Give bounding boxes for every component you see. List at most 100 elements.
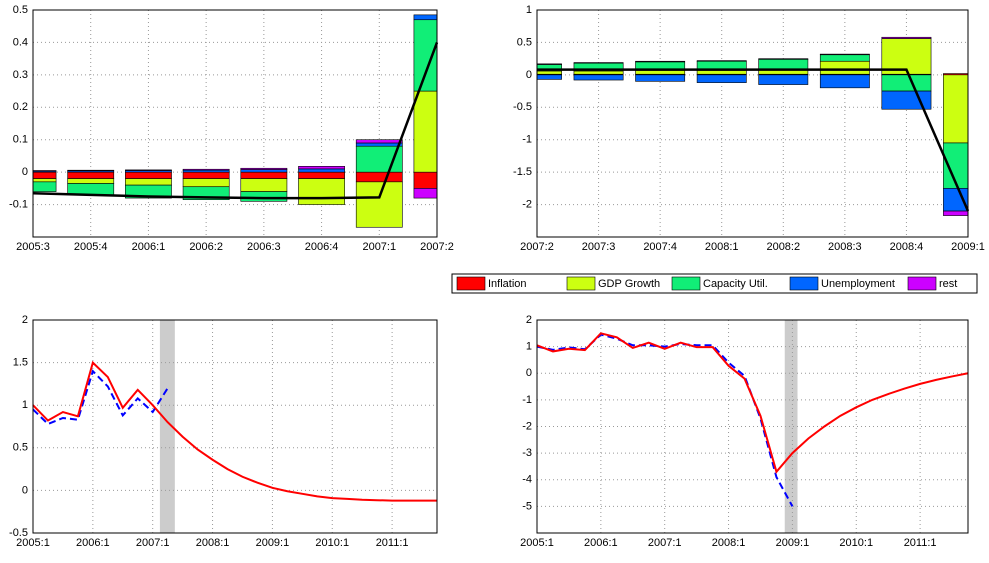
x-tick-label: 2008:1 [705, 241, 739, 253]
bar-segment [881, 38, 932, 75]
bar-segment [696, 74, 747, 83]
axes-frame [536, 9, 969, 238]
bar-segment [67, 169, 115, 172]
legend-swatch [671, 276, 701, 291]
bar-segment [573, 62, 624, 64]
axes-frame [32, 319, 438, 534]
line-series [536, 332, 969, 474]
x-tick-label: 2005:1 [520, 537, 554, 549]
bar-segment [819, 53, 870, 56]
bar-segment [943, 210, 968, 216]
bar-segment [355, 171, 403, 183]
line-series [32, 369, 169, 426]
bar-segment [573, 74, 624, 81]
total-line [32, 41, 439, 200]
x-tick-label: 2006:3 [247, 241, 281, 253]
legend-swatch [789, 276, 819, 291]
x-tick-label: 2008:1 [196, 537, 230, 549]
y-tick-label: -3 [522, 447, 532, 459]
y-tick-label: 2 [22, 314, 28, 326]
bar-segment [33, 181, 57, 192]
bar-segment [298, 168, 345, 173]
x-tick-label: 2009:1 [776, 537, 810, 549]
bar-segment [881, 36, 932, 39]
y-tick-label: -4 [522, 474, 532, 486]
bar-segment [537, 73, 562, 76]
x-tick-label: 2010:1 [315, 537, 349, 549]
bar-segment [696, 60, 747, 62]
bar-segment [573, 70, 624, 75]
bar-segment [943, 142, 968, 189]
bar-segment [758, 74, 809, 85]
bar-segment [635, 74, 686, 82]
x-tick-label: 2009:1 [951, 241, 985, 253]
y-tick-label: 0 [22, 484, 28, 496]
bar-segment [33, 170, 57, 173]
y-tick-label: -2 [522, 420, 532, 432]
bar-segment [537, 74, 562, 80]
legend-label: GDP Growth [598, 278, 660, 290]
bar-segment [819, 60, 870, 75]
bar-segment [537, 64, 562, 72]
x-tick-label: 2007:1 [648, 537, 682, 549]
x-tick-label: 2007:1 [362, 241, 396, 253]
x-tick-label: 2008:2 [766, 241, 800, 253]
y-tick-label: 1 [22, 399, 28, 411]
x-tick-label: 2009:1 [256, 537, 290, 549]
y-tick-label: -0.5 [9, 527, 28, 539]
bar-segment [355, 139, 403, 144]
x-tick-label: 2007:3 [582, 241, 616, 253]
y-tick-label: -0.5 [513, 101, 532, 113]
bar-segment [758, 58, 809, 60]
bar-segment [355, 142, 403, 147]
bar-segment [240, 178, 288, 192]
bar-segment [240, 171, 288, 179]
line-series [32, 360, 437, 502]
bar-segment [635, 60, 686, 63]
x-tick-label: 2006:1 [76, 537, 110, 549]
bar-segment [355, 145, 403, 173]
bar-segment [33, 171, 57, 179]
x-tick-label: 2008:1 [712, 537, 746, 549]
bar-segment [33, 170, 57, 172]
legend-swatch [566, 276, 596, 291]
x-tick-label: 2006:1 [132, 241, 166, 253]
bar-segment [182, 171, 230, 179]
x-tick-label: 2010:1 [839, 537, 873, 549]
y-tick-label: -1 [522, 134, 532, 146]
bars [33, 14, 437, 228]
x-tick-label: 2011:1 [376, 537, 409, 549]
bar-segment [125, 169, 172, 171]
y-tick-label: 0 [22, 166, 28, 178]
bars [537, 36, 968, 216]
x-tick-label: 2007:2 [420, 241, 454, 253]
x-tick-label: 2007:1 [136, 537, 170, 549]
x-tick-label: 2005:3 [16, 241, 50, 253]
y-tick-label: 2 [526, 314, 532, 326]
bar-segment [881, 74, 932, 92]
axes-frame [32, 9, 438, 238]
bar-segment [240, 167, 288, 170]
x-tick-label: 2008:3 [828, 241, 862, 253]
y-tick-label: -1.5 [513, 166, 532, 178]
bar-segment [125, 178, 172, 186]
bar-segment [819, 74, 870, 89]
x-tick-label: 2006:1 [584, 537, 618, 549]
bar-segment [537, 70, 562, 75]
legend-label: rest [939, 278, 957, 290]
bar-segment [67, 171, 115, 179]
bar-segment [240, 169, 288, 173]
x-tick-label: 2007:2 [520, 241, 554, 253]
x-tick-label: 2007:4 [643, 241, 677, 253]
y-tick-label: 0.4 [13, 36, 28, 48]
bar-segment [67, 178, 115, 184]
y-tick-label: 1.5 [13, 357, 28, 369]
bar-segment [125, 171, 172, 179]
y-tick-label: 0.1 [13, 134, 28, 146]
bar-segment [537, 63, 562, 65]
x-tick-label: 2005:4 [74, 241, 108, 253]
y-tick-label: 0.5 [517, 36, 532, 48]
bar-segment [182, 168, 230, 171]
y-tick-label: 0.5 [13, 442, 28, 454]
